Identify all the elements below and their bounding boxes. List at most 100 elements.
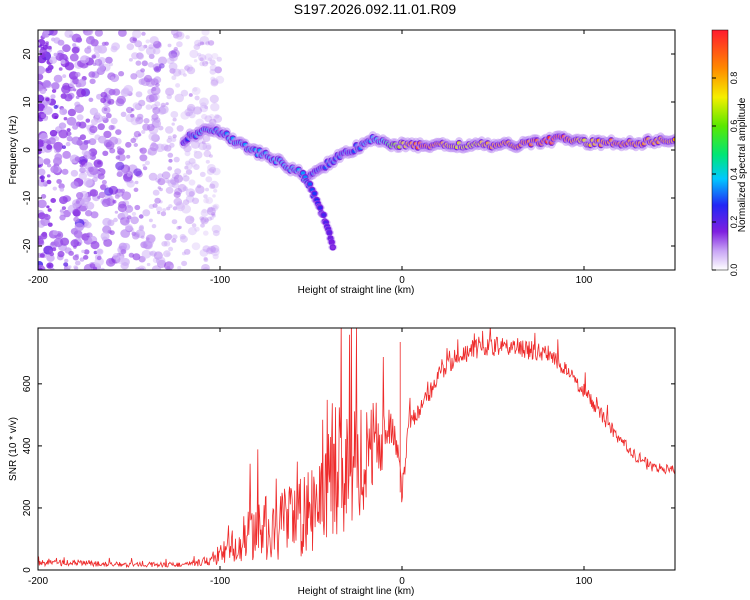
noise-mark xyxy=(209,59,216,66)
noise-mark xyxy=(183,248,191,255)
noise-mark xyxy=(172,234,178,240)
noise-mark xyxy=(89,78,96,85)
noise-mark xyxy=(202,60,209,67)
noise-mark xyxy=(134,204,141,211)
noise-mark xyxy=(90,211,99,219)
noise-mark xyxy=(59,209,64,213)
noise-mark xyxy=(38,267,43,270)
noise-mark xyxy=(126,106,133,114)
noise-mark xyxy=(38,237,44,245)
noise-mark xyxy=(186,106,195,114)
noise-mark xyxy=(135,267,142,270)
noise-mark xyxy=(40,175,45,180)
noise-mark xyxy=(174,191,179,195)
noise-mark xyxy=(205,144,212,150)
noise-mark xyxy=(150,86,161,96)
noise-mark xyxy=(65,141,71,147)
noise-mark xyxy=(141,129,146,134)
noise-mark xyxy=(64,258,69,263)
noise-mark xyxy=(115,129,122,136)
x-tick-label: -200 xyxy=(28,576,48,587)
noise-mark xyxy=(111,42,120,51)
noise-mark xyxy=(168,204,173,209)
noise-mark xyxy=(47,45,52,50)
noise-mark xyxy=(76,88,86,98)
noise-mark xyxy=(146,262,151,267)
noise-mark xyxy=(194,95,200,101)
noise-mark xyxy=(155,256,166,266)
noise-mark xyxy=(142,209,151,217)
colorbar-gradient xyxy=(711,29,729,271)
noise-mark xyxy=(184,108,194,117)
noise-mark xyxy=(170,49,180,58)
noise-mark xyxy=(78,137,82,141)
noise-mark xyxy=(174,93,184,103)
noise-mark xyxy=(97,160,102,165)
noise-mark xyxy=(209,118,217,126)
noise-mark xyxy=(120,261,129,270)
noise-mark xyxy=(51,82,60,90)
noise-mark xyxy=(199,61,205,67)
noise-mark xyxy=(209,183,216,189)
noise-mark xyxy=(72,43,77,47)
noise-mark xyxy=(192,106,203,115)
noise-mark xyxy=(72,254,79,261)
noise-mark xyxy=(157,173,164,179)
noise-mark xyxy=(130,137,137,144)
noise-mark xyxy=(200,209,209,217)
noise-mark xyxy=(85,118,91,123)
noise-mark xyxy=(50,241,56,246)
noise-mark xyxy=(197,42,202,47)
noise-mark xyxy=(210,78,219,86)
noise-mark xyxy=(199,36,210,45)
noise-mark xyxy=(91,54,97,59)
noise-mark xyxy=(202,142,212,152)
noise-mark xyxy=(68,82,75,88)
noise-mark xyxy=(171,238,177,243)
noise-mark xyxy=(49,249,53,253)
noise-mark xyxy=(199,104,209,113)
noise-mark xyxy=(180,89,189,97)
noise-mark xyxy=(88,71,96,78)
noise-mark xyxy=(213,114,223,123)
noise-mark xyxy=(69,53,79,62)
noise-mark xyxy=(79,62,83,66)
y-tick-label: -10 xyxy=(22,190,33,205)
noise-mark xyxy=(126,154,131,159)
noise-mark xyxy=(205,187,209,192)
colorbar-tick-label: 0.4 xyxy=(729,168,739,181)
noise-mark xyxy=(167,43,172,48)
noise-mark xyxy=(38,84,43,92)
noise-mark xyxy=(133,143,138,147)
noise-mark xyxy=(97,123,105,131)
colorbar-ticks: 0.0 0.2 0.4 0.6 0.8 xyxy=(712,72,739,276)
noise-mark xyxy=(198,54,207,62)
noise-mark xyxy=(166,57,175,65)
noise-mark xyxy=(64,93,73,102)
colorbar-label: Normalized spectral amplitude xyxy=(737,97,748,232)
noise-mark xyxy=(96,248,104,255)
noise-mark xyxy=(89,166,99,175)
noise-mark xyxy=(161,241,168,247)
noise-mark xyxy=(211,213,215,217)
noise-mark xyxy=(85,36,96,45)
snr-y-label: SNR (10 * v/v) xyxy=(8,417,19,481)
noise-mark xyxy=(166,252,171,257)
noise-mark xyxy=(174,168,182,175)
noise-mark xyxy=(209,114,215,119)
noise-mark xyxy=(185,160,191,166)
noise-mark xyxy=(139,148,144,152)
noise-mark xyxy=(62,44,71,53)
noise-mark xyxy=(200,216,209,225)
noise-mark xyxy=(38,168,46,176)
noise-mark xyxy=(44,214,51,221)
noise-mark xyxy=(76,192,84,199)
noise-mark xyxy=(57,233,62,237)
noise-mark xyxy=(183,173,187,177)
noise-mark xyxy=(175,83,181,88)
noise-mark xyxy=(136,53,145,60)
noise-mark xyxy=(171,219,178,225)
noise-mark xyxy=(109,196,114,200)
